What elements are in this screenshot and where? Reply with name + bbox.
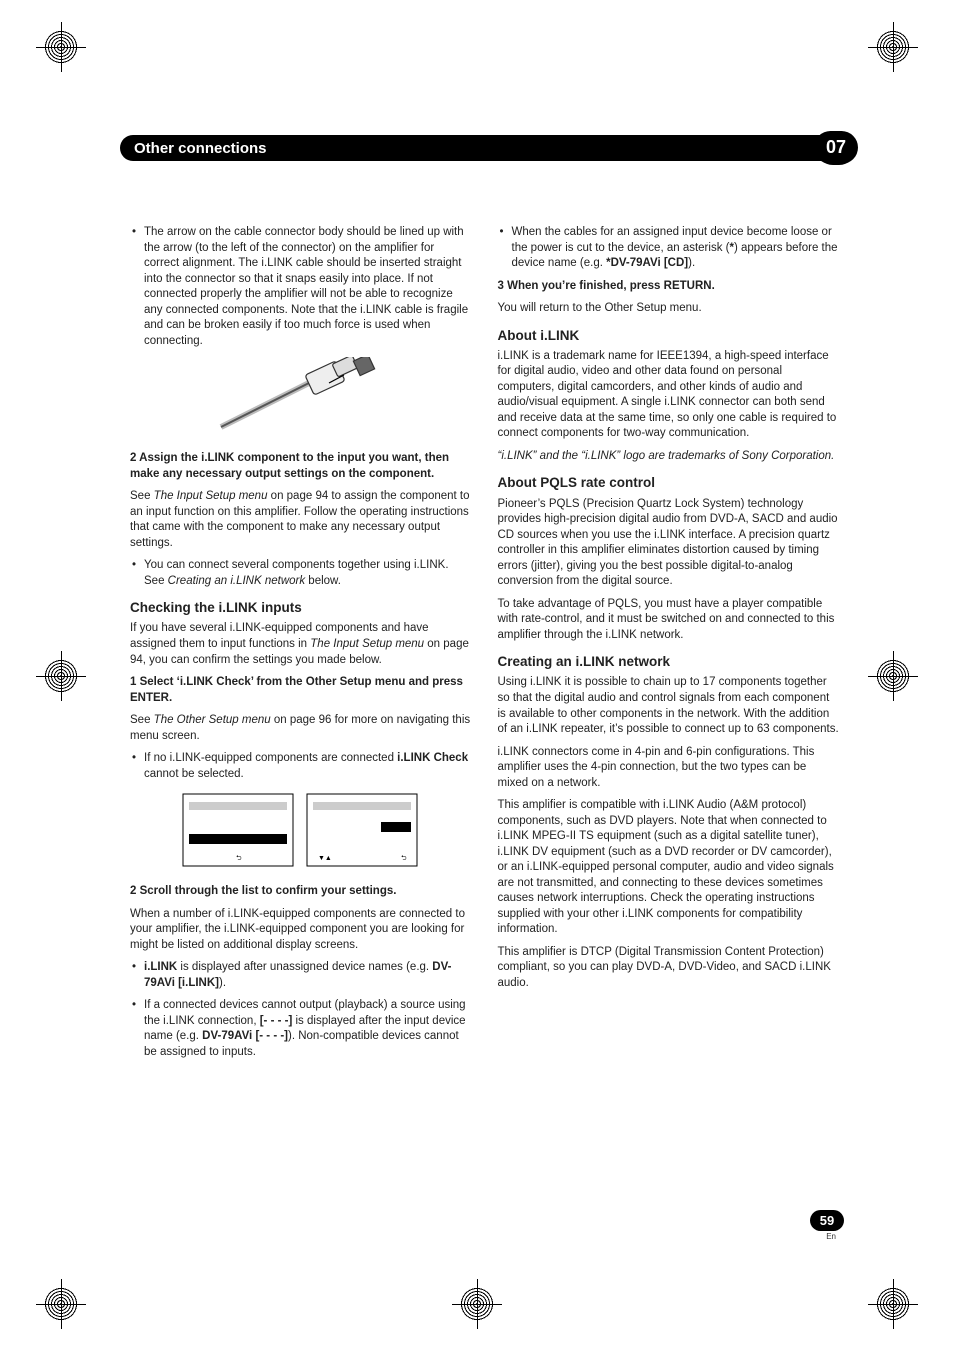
crop-mark-bottom-left <box>44 1287 78 1321</box>
step-2-lead: 2 Assign the i.LINK component to the inp… <box>130 452 449 480</box>
text-frag-em: Creating an i.LINK network <box>168 575 305 587</box>
create-p1: Using i.LINK it is possible to chain up … <box>498 675 840 737</box>
about-ilink-trademark: “i.LINK” and the “i.LINK” logo are trade… <box>498 449 840 465</box>
crop-mark-mid-left <box>44 659 78 693</box>
check-step-1-lead: 1 Select ‘i.LINK Check’ from the Other S… <box>130 676 463 704</box>
page-language-label: En <box>826 1232 836 1241</box>
heading-checking-ilink: Checking the i.LINK inputs <box>130 599 472 617</box>
content-area: The arrow on the cable connector body sh… <box>130 225 839 1067</box>
create-p3: This amplifier is compatible with i.LINK… <box>498 798 840 938</box>
bullet-ilink-unassigned: i.LINK is displayed after unassigned dev… <box>130 960 472 991</box>
text-frag-em: The Input Setup menu <box>310 638 424 650</box>
bullet-cannot-output: If a connected devices cannot output (pl… <box>130 998 472 1060</box>
crop-mark-top-right <box>876 30 910 64</box>
text-frag: ). <box>688 257 695 269</box>
text-frag: below. <box>305 575 341 587</box>
section-header-bar: Other connections <box>120 135 854 161</box>
step-3-body: You will return to the Other Setup menu. <box>498 301 840 317</box>
step-3-lead: 3 When you’re finished, press RETURN. <box>498 280 715 292</box>
text-frag: ). <box>219 977 226 989</box>
check-step-1-body: See The Other Setup menu on page 96 for … <box>130 713 472 744</box>
scroll-body: When a number of i.LINK-equipped compone… <box>130 907 472 954</box>
svg-text:▼▲: ▼▲ <box>318 855 332 862</box>
create-p2: i.LINK connectors come in 4-pin and 6-pi… <box>498 745 840 792</box>
bullet-several-components: You can connect several components toget… <box>130 558 472 589</box>
text-frag-bold: i.LINK Check <box>397 752 468 764</box>
text-frag: is displayed after unassigned device nam… <box>177 961 432 973</box>
page-number-badge: 59 <box>810 1210 844 1231</box>
crop-mark-top-left <box>44 30 78 64</box>
step-3-return: 3 When you’re finished, press RETURN. <box>498 279 840 295</box>
checking-intro: If you have several i.LINK-equipped comp… <box>130 621 472 668</box>
step-2-assign: 2 Assign the i.LINK component to the inp… <box>130 451 472 482</box>
text-frag: cannot be selected. <box>144 768 244 780</box>
create-p4: This amplifier is DTCP (Digital Transmis… <box>498 945 840 992</box>
about-ilink-body: i.LINK is a trademark name for IEEE1394,… <box>498 349 840 442</box>
bullet-cable-arrow: The arrow on the cable connector body sh… <box>130 225 472 349</box>
text-frag-bold: DV-79AVi [- - - -] <box>202 1030 288 1042</box>
crop-mark-mid-right <box>876 659 910 693</box>
crop-mark-bottom-center <box>460 1287 494 1321</box>
text-frag-bold: *DV-79AVi [CD] <box>606 257 688 269</box>
text-frag-em: The Input Setup menu <box>154 490 268 502</box>
svg-text:⮌: ⮌ <box>401 854 407 862</box>
crop-mark-bottom-right <box>876 1287 910 1321</box>
right-column: When the cables for an assigned input de… <box>498 225 840 1067</box>
left-column: The arrow on the cable connector body sh… <box>130 225 472 1067</box>
step-2-body: See The Input Setup menu on page 94 to a… <box>130 489 472 551</box>
heading-about-ilink: About i.LINK <box>498 327 840 345</box>
heading-creating-network: Creating an i.LINK network <box>498 653 840 671</box>
text-frag-bold: [- - - -] <box>260 1015 293 1027</box>
text-frag-bold: i.LINK <box>144 961 177 973</box>
text-frag: See <box>130 714 154 726</box>
text-frag: See <box>130 490 154 502</box>
bullet-asterisk: When the cables for an assigned input de… <box>498 225 840 272</box>
svg-text:⮌: ⮌ <box>236 854 242 862</box>
figure-menu-screens: ⮌ ▼▲ ⮌ <box>130 792 472 872</box>
heading-pqls: About PQLS rate control <box>498 474 840 492</box>
pqls-p1: Pioneer’s PQLS (Precision Quartz Lock Sy… <box>498 497 840 590</box>
bullet-no-ilink: If no i.LINK-equipped components are con… <box>130 751 472 782</box>
scroll-step-2-lead: 2 Scroll through the list to confirm you… <box>130 885 396 897</box>
figure-ilink-cable <box>130 357 472 437</box>
chapter-number-badge: 07 <box>814 131 858 164</box>
text-frag: If no i.LINK-equipped components are con… <box>144 752 397 764</box>
check-step-1: 1 Select ‘i.LINK Check’ from the Other S… <box>130 675 472 706</box>
scroll-step-2: 2 Scroll through the list to confirm you… <box>130 884 472 900</box>
text-frag-em: The Other Setup menu <box>154 714 271 726</box>
pqls-p2: To take advantage of PQLS, you must have… <box>498 597 840 644</box>
section-title: Other connections <box>134 140 850 157</box>
